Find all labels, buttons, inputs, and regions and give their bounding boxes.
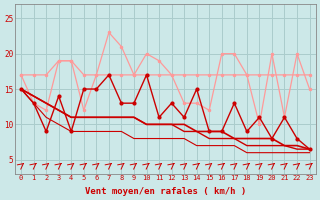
X-axis label: Vent moyen/en rafales ( km/h ): Vent moyen/en rafales ( km/h ) [85, 187, 246, 196]
